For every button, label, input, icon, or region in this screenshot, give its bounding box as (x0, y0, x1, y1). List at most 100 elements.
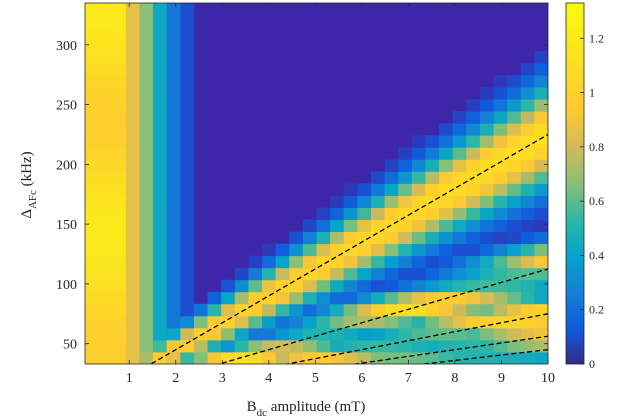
heatmap-cell (466, 303, 481, 317)
heatmap-cell (180, 75, 195, 88)
heatmap-cell (180, 279, 195, 293)
x-axis-label: Bdc amplitude (mT) (247, 399, 366, 419)
dashed-line (418, 349, 548, 364)
heatmap-cell (166, 267, 181, 281)
heatmap-cell (85, 111, 100, 124)
heatmap-cell (125, 27, 140, 40)
heatmap-cell (112, 123, 127, 136)
heatmap-cell (153, 87, 168, 100)
heatmap-cell (520, 171, 535, 184)
heatmap-cell (166, 255, 181, 269)
heatmap-cell (166, 39, 181, 52)
heatmap-cell (507, 351, 522, 364)
heatmap-cell (139, 267, 154, 281)
heatmap-cell (384, 339, 399, 353)
heatmap-cell (180, 111, 195, 124)
heatmap-cell (520, 207, 535, 220)
heatmap-cell (357, 243, 372, 257)
heatmap-cell (139, 315, 154, 329)
heatmap-cell (398, 183, 413, 196)
heatmap-cell (520, 351, 535, 364)
heatmap-cell (370, 243, 385, 257)
heatmap-cell (493, 255, 508, 269)
heatmap-cell (153, 195, 168, 208)
heatmap-cell (534, 279, 548, 293)
heatmap-cell (452, 219, 467, 233)
heatmap-cell (153, 99, 168, 112)
heatmap-cell (439, 159, 454, 172)
heatmap-cell (139, 195, 154, 208)
heatmap-cell (166, 63, 181, 76)
heatmap-cell (466, 207, 481, 220)
heatmap-cell (534, 51, 548, 64)
heatmap-cell (112, 75, 127, 88)
heatmap-cell (507, 75, 522, 88)
heatmap-cell (384, 315, 399, 329)
heatmap-cell (180, 15, 195, 28)
heatmap-cell (479, 207, 494, 220)
heatmap-cell (520, 159, 535, 172)
heatmap-cell (98, 291, 113, 305)
heatmap-cell (180, 51, 195, 64)
heatmap-cell (520, 135, 535, 148)
heatmap-cell (139, 231, 154, 245)
heatmap-cell (316, 279, 331, 293)
heatmap-cell (180, 267, 195, 281)
heatmap-cell (357, 303, 372, 317)
heatmap-cell (166, 327, 181, 341)
heatmap-cell (384, 183, 399, 196)
heatmap-cell (289, 291, 304, 305)
heatmap-cell (262, 303, 277, 317)
heatmap-cell (302, 255, 317, 269)
heatmap-cell (493, 315, 508, 329)
heatmap-cell (534, 207, 548, 220)
heatmap-cell (180, 135, 195, 148)
x-tick-label: 3 (219, 371, 226, 386)
heatmap-cell (452, 351, 467, 364)
heatmap-cell (180, 99, 195, 112)
heatmap-cell (452, 195, 467, 208)
heatmap-cell (452, 267, 467, 281)
heatmap-cell (180, 195, 195, 208)
heatmap-cell (275, 243, 290, 257)
heatmap-cell (343, 351, 358, 364)
heatmap-cell (139, 183, 154, 196)
heatmap-cell (98, 171, 113, 184)
heatmap-cell (507, 327, 522, 341)
heatmap-cell (343, 207, 358, 220)
heatmap-cell (85, 243, 100, 257)
heatmap-cell (139, 279, 154, 293)
heatmap-cell (166, 243, 181, 257)
heatmap-cell (330, 255, 345, 269)
heatmap-cell (520, 183, 535, 196)
heatmap-cell (112, 279, 127, 293)
heatmap-cell (125, 243, 140, 257)
heatmap-cell (425, 315, 440, 329)
heatmap-cell (153, 135, 168, 148)
heatmap-cell (289, 231, 304, 245)
heatmap-cell (139, 99, 154, 112)
heatmap-cell (302, 351, 317, 364)
heatmap-cell (85, 279, 100, 293)
heatmap-cell (507, 231, 522, 245)
heatmap-cell (507, 195, 522, 208)
heatmap-cell (520, 123, 535, 136)
heatmap-cell (370, 183, 385, 196)
y-axis-label: ΔAFc (kHz) (19, 151, 39, 218)
heatmap-cell (207, 351, 222, 364)
heatmap-cell (234, 315, 249, 329)
heatmap-cell (466, 99, 481, 112)
heatmap-cell (180, 183, 195, 196)
heatmap-cell (125, 171, 140, 184)
heatmap-cell (85, 3, 100, 16)
heatmap-cell (180, 63, 195, 76)
x-tick-label: 9 (498, 371, 505, 386)
heatmap-cell (520, 111, 535, 124)
heatmap-cell (452, 135, 467, 148)
heatmap-cell (112, 291, 127, 305)
heatmap-cell (411, 219, 426, 233)
heatmap-cell (125, 39, 140, 52)
heatmap-cell (370, 351, 385, 364)
heatmap-cell (534, 63, 548, 76)
heatmap-cell (153, 63, 168, 76)
